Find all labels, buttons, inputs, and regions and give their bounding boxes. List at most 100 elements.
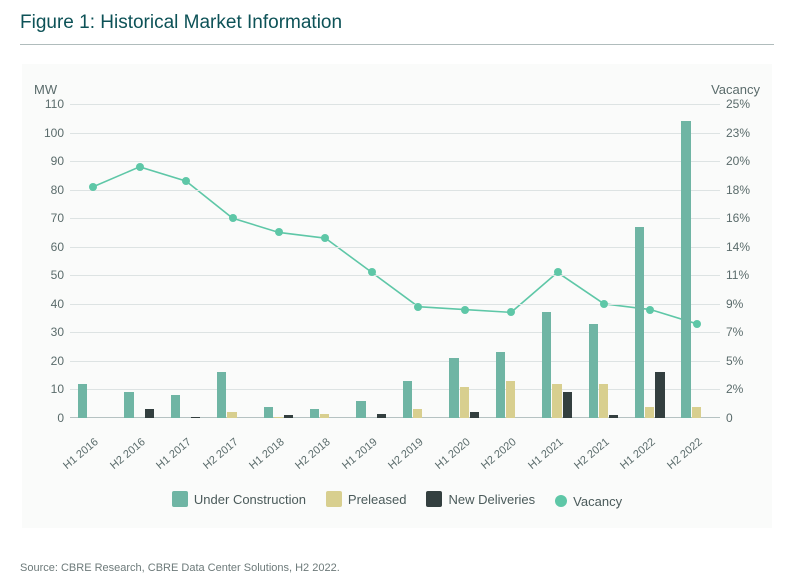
source-note: Source: CBRE Research, CBRE Data Center … [20, 562, 340, 574]
ytick-right: 9% [726, 297, 766, 311]
gridline [70, 332, 720, 333]
bar-under_construction [681, 121, 690, 418]
vacancy-point [693, 320, 701, 328]
ytick-left: 40 [30, 297, 64, 311]
ytick-right: 18% [726, 183, 766, 197]
xtick: H1 2018 [247, 436, 287, 472]
vacancy-point [136, 163, 144, 171]
vacancy-line [70, 104, 720, 418]
vacancy-point [507, 308, 515, 316]
ytick-right: 2% [726, 382, 766, 396]
xtick: H1 2017 [154, 436, 194, 472]
plot-region: 010203040506070809010011002%5%7%9%11%14%… [70, 104, 720, 418]
bar-under_construction [78, 384, 87, 418]
bar-new_deliveries [145, 409, 154, 418]
legend-label: Preleased [348, 492, 407, 507]
xtick: H2 2016 [108, 436, 148, 472]
legend: Under Construction Preleased New Deliverie… [22, 491, 772, 510]
ytick-right: 14% [726, 240, 766, 254]
legend-item: Under Construction [172, 491, 306, 507]
ytick-left: 50 [30, 268, 64, 282]
bar-under_construction [264, 407, 273, 418]
vacancy-point [600, 300, 608, 308]
bar-under_construction [449, 358, 458, 418]
y-right-title: Vacancy [711, 82, 760, 97]
ytick-left: 20 [30, 354, 64, 368]
ytick-left: 80 [30, 183, 64, 197]
ytick-left: 70 [30, 211, 64, 225]
gridline [70, 190, 720, 191]
xtick: H1 2021 [526, 436, 566, 472]
xtick: H2 2019 [386, 436, 426, 472]
gridline [70, 389, 720, 390]
y-left-title: MW [34, 82, 57, 97]
gridline [70, 218, 720, 219]
vacancy-point [554, 268, 562, 276]
legend-label: Under Construction [194, 492, 306, 507]
bar-preleased [645, 407, 654, 418]
xtick: H2 2020 [479, 436, 519, 472]
ytick-right: 5% [726, 354, 766, 368]
ytick-left: 0 [30, 411, 64, 425]
bar-under_construction [356, 401, 365, 418]
xtick: H2 2022 [665, 436, 705, 472]
bar-new_deliveries [470, 412, 479, 418]
legend-item: Vacancy [555, 494, 622, 509]
ytick-right: 20% [726, 154, 766, 168]
vacancy-point [321, 234, 329, 242]
bar-preleased [227, 412, 236, 418]
vacancy-point [229, 214, 237, 222]
bar-preleased [552, 384, 561, 418]
gridline [70, 361, 720, 362]
ytick-right: 23% [726, 126, 766, 140]
xtick: H1 2022 [618, 436, 658, 472]
legend-label: New Deliveries [448, 492, 535, 507]
xtick: H1 2019 [340, 436, 380, 472]
xtick: H2 2018 [293, 436, 333, 472]
xtick: H2 2017 [201, 436, 241, 472]
ytick-right: 7% [726, 325, 766, 339]
legend-label: Vacancy [573, 494, 622, 509]
bar-under_construction [124, 392, 133, 418]
title-divider [20, 44, 774, 45]
bar-under_construction [217, 372, 226, 418]
bar-under_construction [542, 312, 551, 418]
gridline [70, 275, 720, 276]
vacancy-point [275, 228, 283, 236]
vacancy-point [368, 268, 376, 276]
ytick-left: 110 [30, 97, 64, 111]
gridline [70, 133, 720, 134]
ytick-right: 25% [726, 97, 766, 111]
bar-under_construction [589, 324, 598, 418]
ytick-left: 100 [30, 126, 64, 140]
bar-new_deliveries [284, 415, 293, 418]
bar-preleased [413, 409, 422, 418]
xtick: H2 2021 [572, 436, 612, 472]
legend-swatch-icon [172, 491, 188, 507]
ytick-left: 90 [30, 154, 64, 168]
bar-preleased [599, 384, 608, 418]
bar-new_deliveries [377, 414, 386, 418]
bar-new_deliveries [191, 417, 200, 418]
bar-under_construction [310, 409, 319, 418]
legend-dot-icon [555, 495, 567, 507]
vacancy-point [461, 306, 469, 314]
ytick-right: 11% [726, 268, 766, 282]
ytick-left: 10 [30, 382, 64, 396]
xtick: H1 2020 [433, 436, 473, 472]
ytick-right: 16% [726, 211, 766, 225]
bar-under_construction [171, 395, 180, 418]
ytick-right: 0 [726, 411, 766, 425]
bar-preleased [692, 407, 701, 418]
legend-item: Preleased [326, 491, 407, 507]
bar-new_deliveries [609, 415, 618, 418]
legend-swatch-icon [426, 491, 442, 507]
chart-title: Figure 1: Historical Market Information [0, 0, 794, 44]
xtick: H1 2016 [61, 436, 101, 472]
gridline [70, 247, 720, 248]
vacancy-point [89, 183, 97, 191]
gridline [70, 304, 720, 305]
vacancy-point [646, 306, 654, 314]
bar-under_construction [403, 381, 412, 418]
legend-swatch-icon [326, 491, 342, 507]
